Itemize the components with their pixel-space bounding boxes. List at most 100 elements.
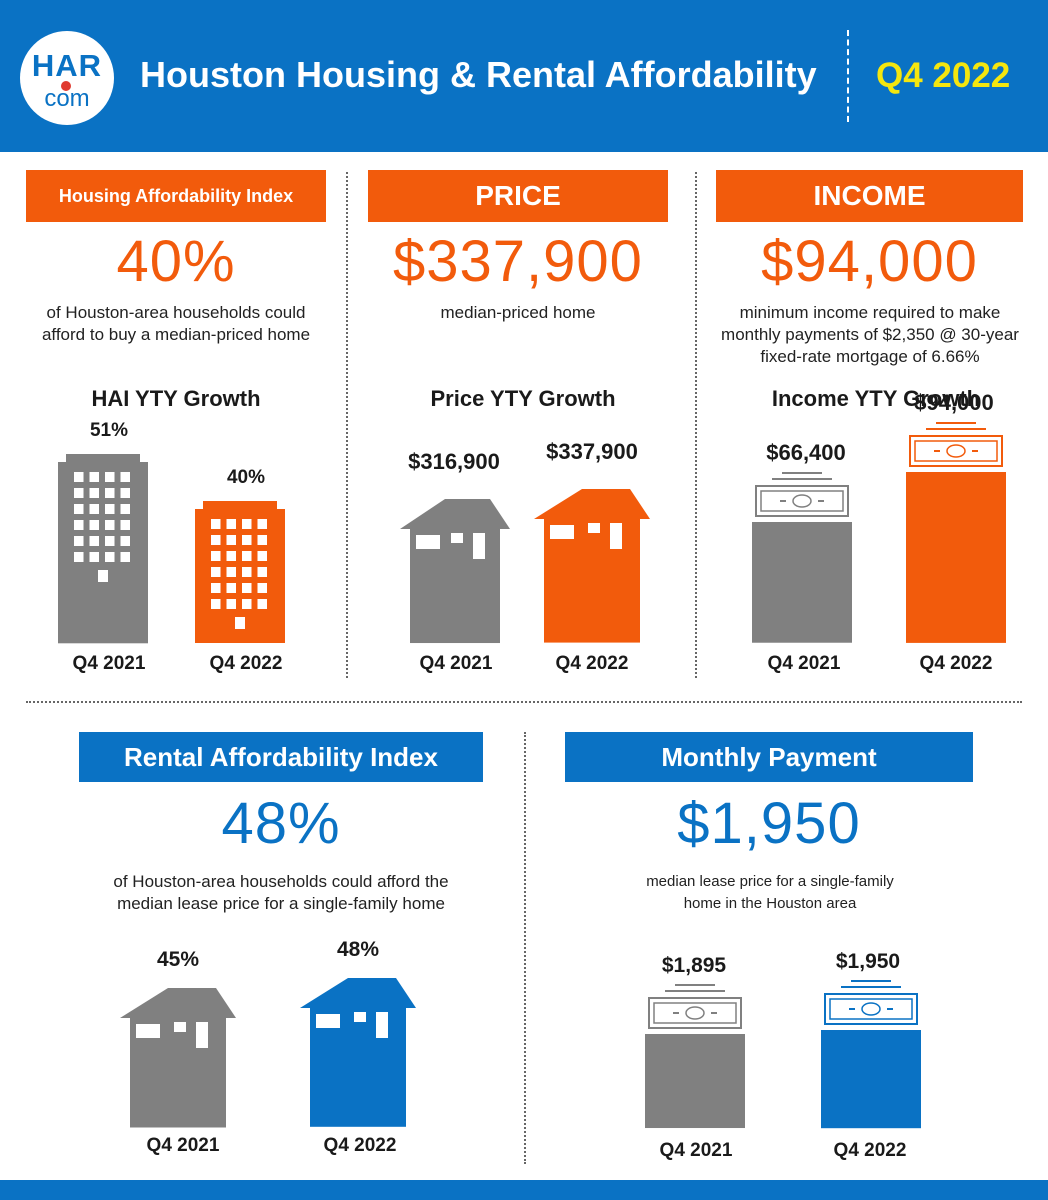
building-window xyxy=(242,583,252,593)
building-window xyxy=(89,519,99,530)
building-window xyxy=(211,551,221,561)
building-window xyxy=(226,551,236,561)
building-window xyxy=(89,503,99,514)
rai-description-line: of Houston-area households could afford … xyxy=(113,872,449,891)
rai-value-label-q4-2021: 45% xyxy=(156,947,200,971)
money-bill-dash xyxy=(972,450,978,453)
house-window xyxy=(354,1012,366,1023)
money-bill-icon xyxy=(645,983,745,1128)
building-body xyxy=(58,461,148,643)
house-door xyxy=(196,1021,208,1048)
har-logo[interactable]: HAR com xyxy=(20,31,114,125)
rai-value-label-q4-2022: 48% xyxy=(336,938,380,962)
building-window xyxy=(74,535,84,546)
money-line xyxy=(936,422,976,425)
building-icon xyxy=(195,501,285,643)
column-divider-2 xyxy=(695,172,697,678)
house-door xyxy=(610,523,622,550)
building-window xyxy=(74,503,84,514)
money-bill-dash xyxy=(818,500,824,503)
payment-label: Monthly Payment xyxy=(565,732,973,782)
house-window xyxy=(174,1021,186,1032)
logo-dot-icon xyxy=(61,81,71,91)
building-window xyxy=(211,583,221,593)
money-bill-dash xyxy=(673,1011,679,1014)
column-divider-1 xyxy=(346,172,348,678)
payment-description: median lease price for a single-family h… xyxy=(580,871,960,915)
building-window xyxy=(211,519,221,529)
building-window xyxy=(120,519,130,530)
rai-description-line: median lease price for a single-family h… xyxy=(117,894,445,913)
building-window xyxy=(74,551,84,562)
house-roof xyxy=(534,489,650,520)
money-line xyxy=(782,472,822,475)
row-divider xyxy=(26,701,1022,703)
money-bill-icon xyxy=(821,979,921,1128)
building-window xyxy=(89,487,99,498)
price-chart-title: Price YTY Growth xyxy=(430,386,616,411)
money-bill-icon xyxy=(752,472,852,643)
price-value-label-q4-2022: $337,900 xyxy=(546,439,638,465)
payment-bar-q4-2021 xyxy=(645,983,745,1128)
income-value-label-q4-2022: $94,000 xyxy=(914,390,994,416)
price-value: $337,900 xyxy=(393,229,643,294)
price-label-text: PRICE xyxy=(475,180,561,211)
building-window xyxy=(257,535,267,545)
building-window xyxy=(242,535,252,545)
building-window xyxy=(105,535,115,546)
hai-description-line: afford to buy a median-priced home xyxy=(41,325,311,344)
money-line xyxy=(851,979,891,982)
building-window xyxy=(120,535,130,546)
column-divider-3 xyxy=(524,732,526,1164)
report-period: Q4 2022 xyxy=(876,56,1011,95)
money-bar xyxy=(906,472,1006,643)
building-window xyxy=(120,551,130,562)
building-window xyxy=(105,487,115,498)
hai-value-label-q4-2022: 40% xyxy=(226,467,266,488)
money-bill-circle xyxy=(861,1002,881,1016)
house-roof xyxy=(120,987,236,1018)
payment-category-q4-2021: Q4 2021 xyxy=(659,1140,733,1161)
house-window xyxy=(136,1023,160,1038)
price-category-q4-2022: Q4 2022 xyxy=(555,653,629,674)
building-window xyxy=(226,535,236,545)
money-bill-inner xyxy=(760,490,844,513)
money-bill-inner xyxy=(914,440,998,462)
building-window xyxy=(242,551,252,561)
building-window xyxy=(226,567,236,577)
header-banner: HAR com Houston Housing & Rental Afforda… xyxy=(0,0,1048,152)
building-window xyxy=(242,599,252,609)
payment-value-label-q4-2021: $1,895 xyxy=(661,953,727,977)
header-divider xyxy=(847,30,849,122)
hai-category-q4-2022: Q4 2022 xyxy=(209,653,283,674)
money-bill-circle xyxy=(685,1006,705,1020)
hai-description-line: of Houston-area households could xyxy=(46,303,306,322)
income-category-q4-2021: Q4 2021 xyxy=(767,653,841,674)
house-window xyxy=(588,523,600,534)
building-window xyxy=(105,471,115,482)
footer-bar xyxy=(0,1180,1048,1200)
income-chart-title: Income YTY Growth xyxy=(771,386,981,411)
income-label-text: INCOME xyxy=(813,180,926,211)
price-category-q4-2021: Q4 2021 xyxy=(419,653,493,674)
building-window xyxy=(226,599,236,609)
building-window xyxy=(257,583,267,593)
income-bar-q4-2022 xyxy=(906,422,1006,643)
rai-category-q4-2021: Q4 2021 xyxy=(146,1135,220,1156)
hai-label: Housing Affordability Index xyxy=(26,170,326,222)
payment-value: $1,950 xyxy=(677,791,861,856)
hai-value: 40% xyxy=(116,229,236,294)
money-bill-dash xyxy=(780,500,786,503)
price-description: median-priced home xyxy=(358,302,678,324)
money-bill-dash xyxy=(849,1007,855,1010)
money-bill-inner xyxy=(653,1002,737,1024)
house-roof xyxy=(300,978,416,1009)
building-icon xyxy=(58,453,148,643)
house-window xyxy=(416,534,440,549)
building-window xyxy=(120,503,130,514)
building-window xyxy=(89,471,99,482)
house-door xyxy=(376,1012,388,1039)
price-bar-q4-2022 xyxy=(534,489,650,643)
building-window xyxy=(211,535,221,545)
building-window xyxy=(211,567,221,577)
